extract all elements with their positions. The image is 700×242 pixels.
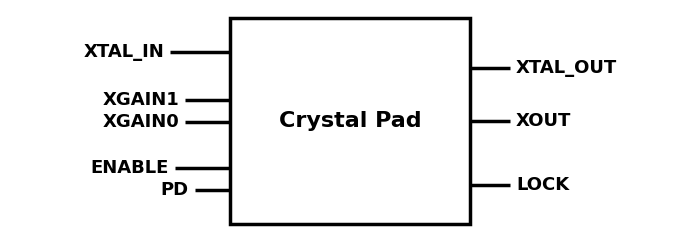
Text: Crystal Pad: Crystal Pad [279, 111, 421, 131]
Text: XTAL_IN: XTAL_IN [83, 43, 164, 61]
Text: XGAIN1: XGAIN1 [102, 91, 179, 109]
Text: ENABLE: ENABLE [90, 159, 169, 177]
Text: XTAL_OUT: XTAL_OUT [516, 59, 617, 77]
Text: XGAIN0: XGAIN0 [102, 113, 179, 131]
Bar [230, 18, 470, 224]
Text: LOCK: LOCK [516, 176, 569, 194]
Text: XOUT: XOUT [516, 112, 571, 130]
Text: PD: PD [161, 181, 189, 199]
